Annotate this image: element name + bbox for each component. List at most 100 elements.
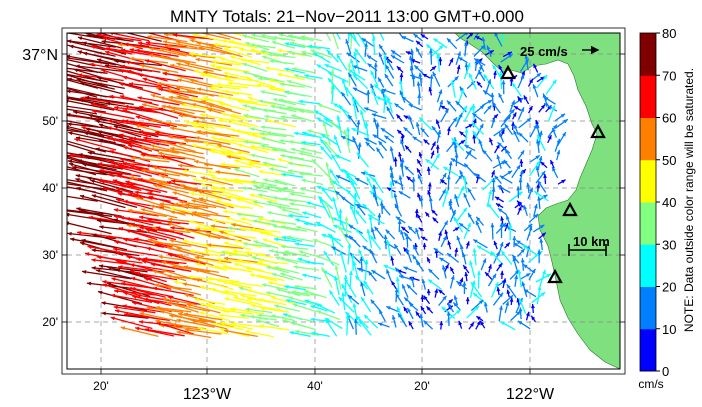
current-vector-head xyxy=(399,275,404,279)
current-vector-head xyxy=(245,307,250,312)
colorbar-tick-label: 10 xyxy=(662,322,676,337)
current-vector-head xyxy=(435,153,440,159)
current-vector-head xyxy=(386,306,391,310)
current-vector-head xyxy=(238,286,244,291)
current-vector xyxy=(141,169,180,177)
current-vector-head xyxy=(61,113,65,117)
current-vector-head xyxy=(448,201,453,207)
current-vector-head xyxy=(350,254,355,259)
current-vector-head xyxy=(118,265,123,269)
current-vector-head xyxy=(384,135,389,140)
current-vector xyxy=(265,67,294,74)
current-vector-head xyxy=(398,175,403,180)
current-vector-head xyxy=(262,108,268,113)
current-vector-head xyxy=(306,201,311,206)
current-vector-head xyxy=(284,250,289,255)
current-vector xyxy=(332,33,339,50)
current-vector-head xyxy=(92,109,97,114)
current-vector-head xyxy=(195,228,201,233)
current-vector-head xyxy=(428,87,433,92)
current-vector-head xyxy=(114,59,119,64)
current-vector-head xyxy=(428,279,433,284)
current-vector-head xyxy=(201,100,206,104)
current-vector-head xyxy=(362,245,367,250)
current-vector-head xyxy=(236,212,241,217)
current-vector-head xyxy=(168,253,173,258)
current-vector xyxy=(288,34,314,42)
current-vector-head xyxy=(433,38,438,43)
current-vector-head xyxy=(479,299,484,305)
current-vector-head xyxy=(393,193,398,198)
current-vector xyxy=(140,146,179,154)
current-vector-head xyxy=(371,88,376,94)
current-vector-head xyxy=(536,183,541,188)
current-vector-head xyxy=(207,108,212,113)
current-vector-head xyxy=(67,77,72,82)
current-vector-head xyxy=(199,285,205,290)
current-vector xyxy=(203,131,240,137)
current-vector-head xyxy=(57,42,61,46)
current-vector-head xyxy=(356,120,361,125)
current-vector-head xyxy=(223,241,229,246)
current-vector xyxy=(172,265,211,273)
current-vector-head xyxy=(184,120,189,124)
current-vector-head xyxy=(305,260,310,265)
current-vector-head xyxy=(438,57,443,62)
current-vector-head xyxy=(101,311,106,316)
current-vector-head xyxy=(314,110,319,115)
current-vector-head xyxy=(519,159,524,164)
current-vector-head xyxy=(59,66,63,70)
current-vector-head xyxy=(459,244,464,250)
current-vector-head xyxy=(158,182,164,187)
current-vector-head xyxy=(119,69,124,74)
current-vector-head xyxy=(220,162,225,167)
current-vector-head xyxy=(250,304,256,308)
current-vector-head xyxy=(472,130,477,136)
current-vector xyxy=(152,184,189,194)
current-vector xyxy=(108,33,150,42)
current-vector-head xyxy=(81,125,86,130)
current-vector-head xyxy=(268,184,273,189)
current-vector-head xyxy=(487,79,492,84)
current-vector-head xyxy=(418,227,424,232)
current-vector-head xyxy=(137,41,143,46)
current-vector-head xyxy=(242,186,247,191)
current-vector-head xyxy=(167,222,173,226)
current-vector xyxy=(167,295,206,307)
current-vector-head xyxy=(250,153,255,158)
current-vector-head xyxy=(385,229,390,234)
current-vector-head xyxy=(447,303,452,308)
current-vector xyxy=(246,289,275,298)
current-vector-head xyxy=(405,51,411,55)
current-vector-head xyxy=(204,162,209,167)
current-vector-head xyxy=(69,153,74,158)
current-vector-head xyxy=(263,178,268,183)
current-vector xyxy=(249,273,278,282)
current-vector-head xyxy=(350,205,354,210)
current-vector xyxy=(124,120,170,127)
current-vector-head xyxy=(341,136,346,140)
current-vector xyxy=(184,139,222,145)
current-vector-head xyxy=(146,246,151,251)
current-vector-head xyxy=(231,321,236,326)
current-vector-head xyxy=(301,178,306,183)
current-vector-head xyxy=(224,256,229,261)
current-vector xyxy=(135,272,178,281)
current-vector xyxy=(67,108,98,115)
colorbar-unit: cm/s xyxy=(638,377,663,391)
current-vector-head xyxy=(46,175,50,179)
current-vector-head xyxy=(341,92,346,97)
current-vector xyxy=(158,182,198,193)
current-vector xyxy=(280,245,309,250)
current-vector-head xyxy=(403,306,408,312)
current-vector-head xyxy=(382,96,387,101)
current-vector-head xyxy=(496,287,501,292)
current-vector-head xyxy=(156,226,161,231)
current-vector-head xyxy=(222,264,228,269)
current-vector-head xyxy=(177,78,182,83)
current-vector-head xyxy=(339,104,344,110)
current-vector-head xyxy=(423,139,428,144)
current-vector-head xyxy=(106,282,112,287)
current-vector-head xyxy=(123,146,128,150)
current-vector-head xyxy=(348,114,353,120)
